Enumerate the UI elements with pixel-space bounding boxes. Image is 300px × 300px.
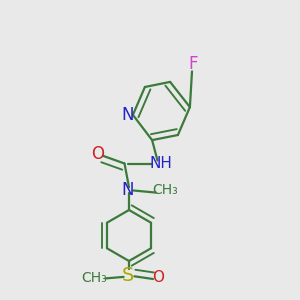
Text: CH₃: CH₃ bbox=[152, 183, 178, 197]
Text: O: O bbox=[91, 145, 104, 163]
Text: F: F bbox=[189, 55, 198, 73]
Text: N: N bbox=[121, 181, 134, 199]
Text: S: S bbox=[122, 266, 135, 285]
Text: N: N bbox=[121, 106, 134, 124]
Text: NH: NH bbox=[149, 156, 172, 171]
Text: O: O bbox=[152, 270, 164, 285]
Text: CH₃: CH₃ bbox=[82, 271, 107, 284]
